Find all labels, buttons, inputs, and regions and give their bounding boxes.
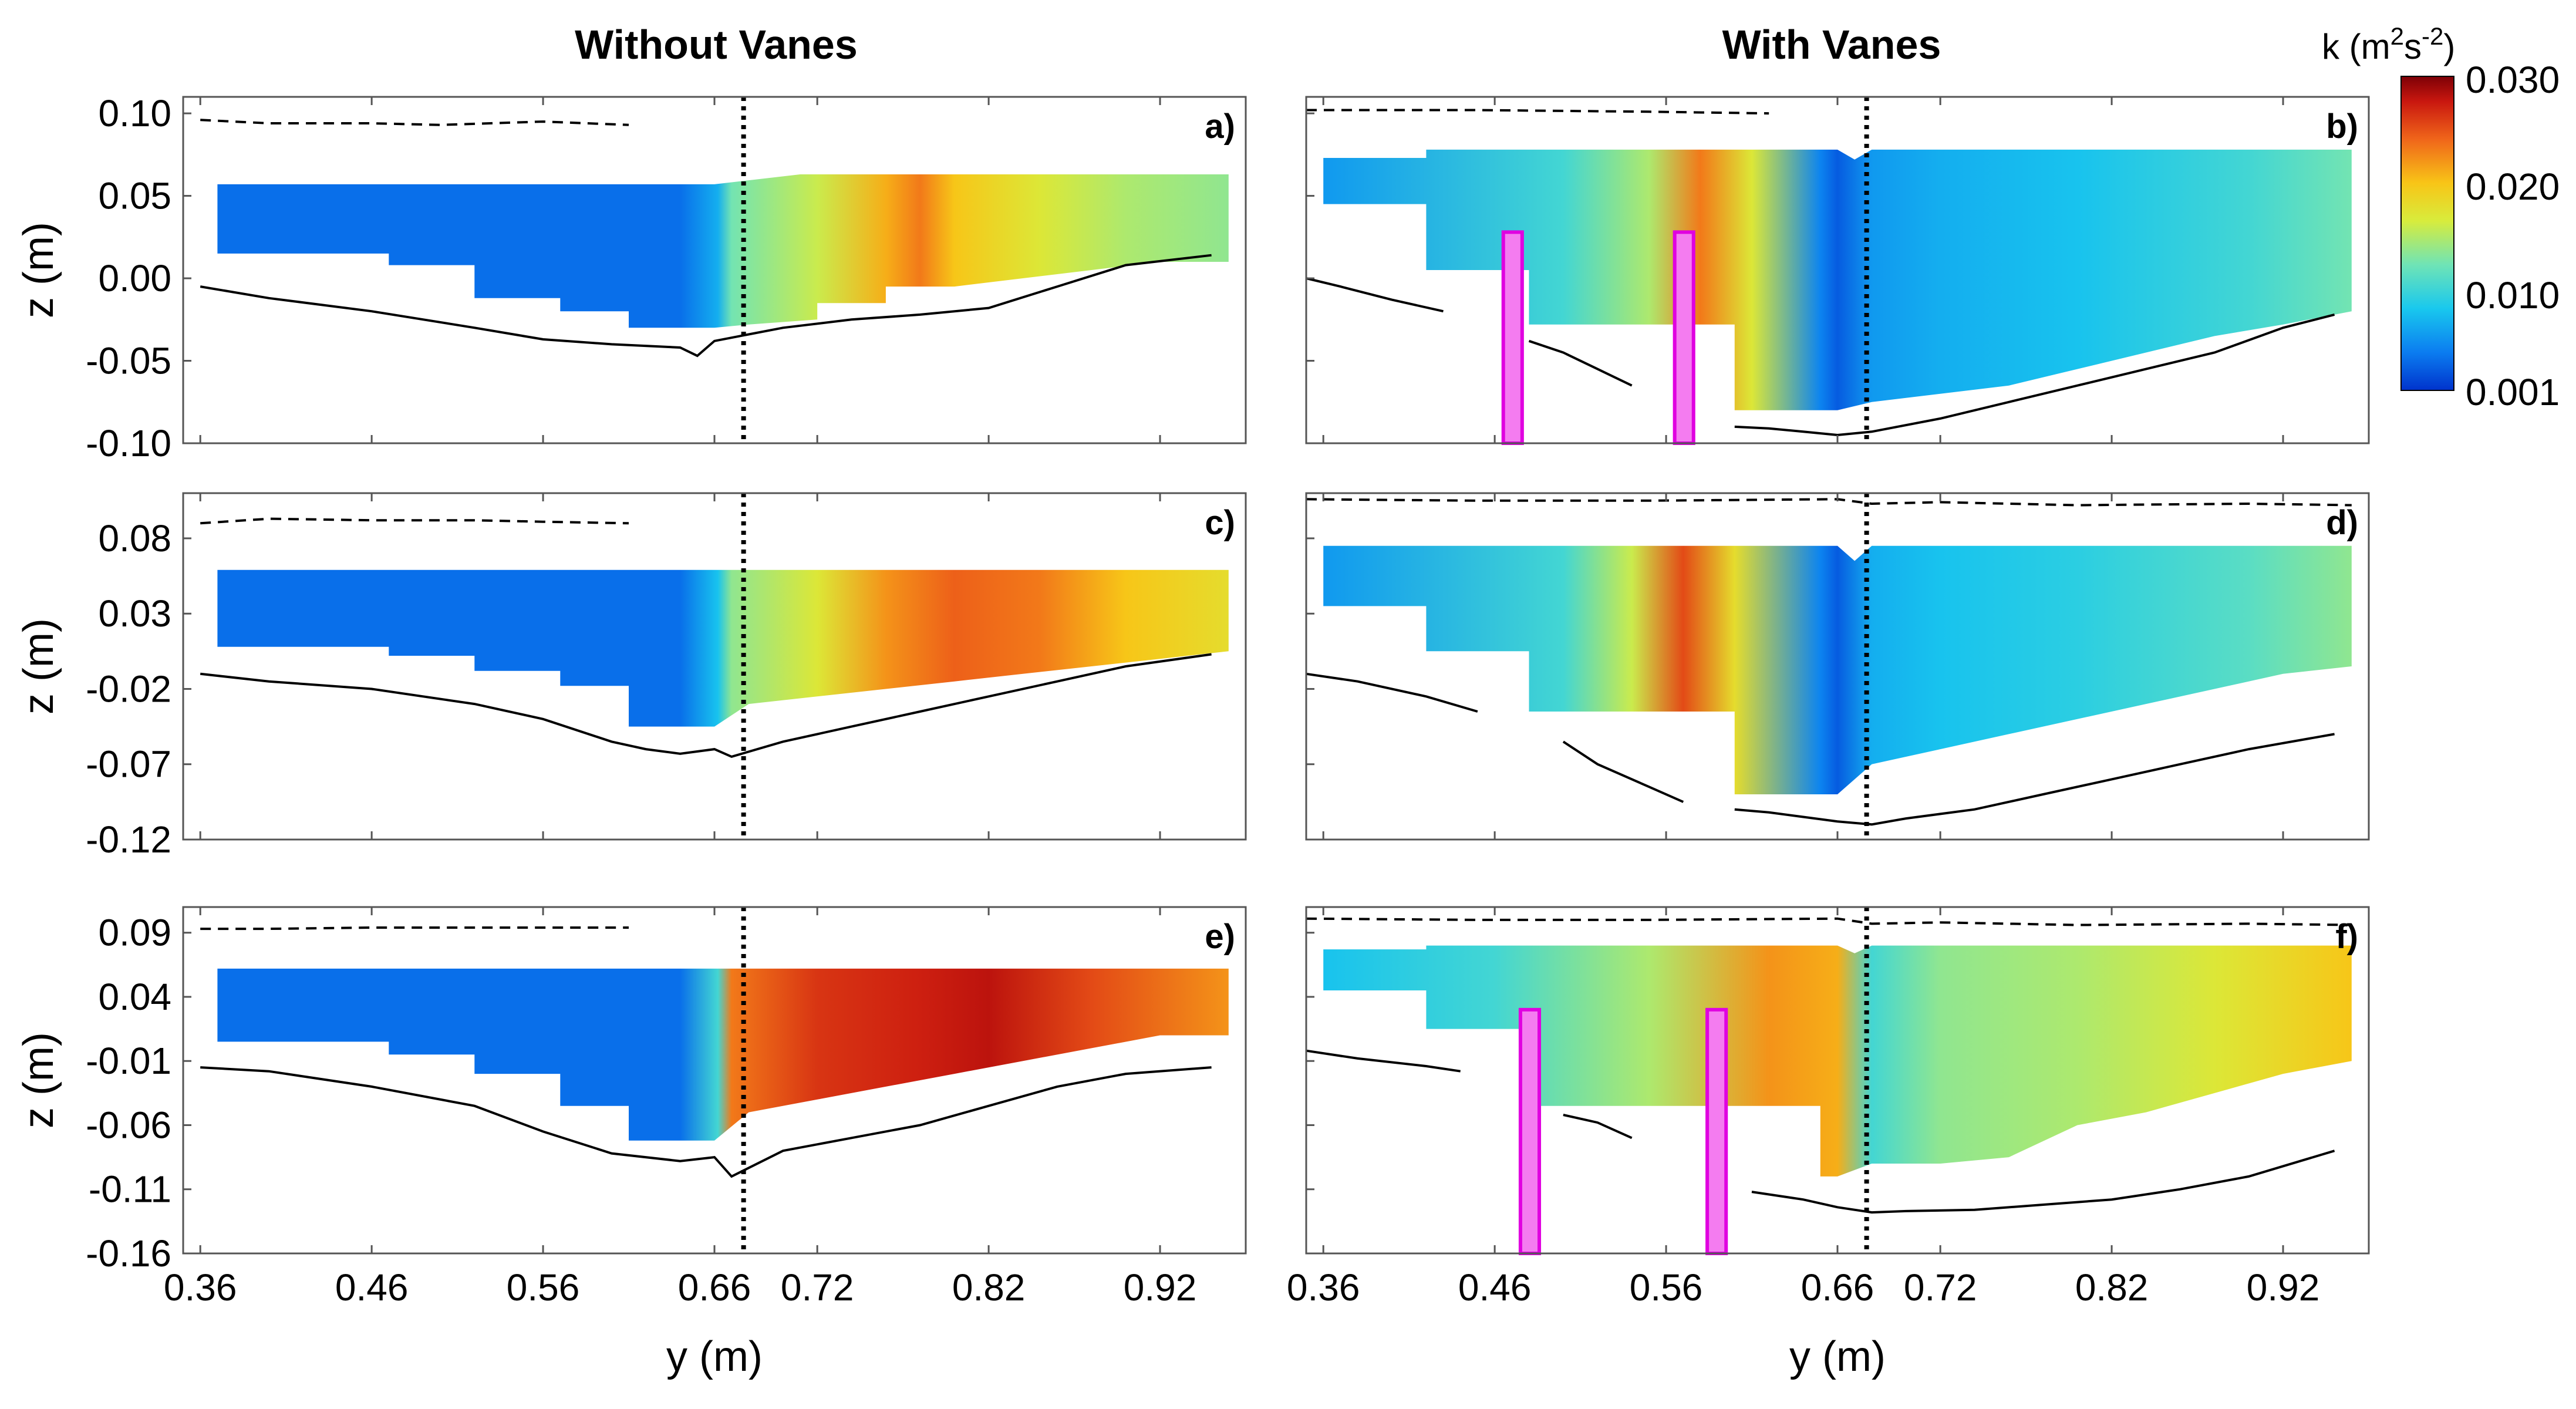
y-axis-label: z (m): [15, 222, 62, 318]
bed-profile-line: [1306, 672, 1478, 713]
x-tick-label: 0.66: [1801, 1266, 1874, 1309]
x-tick-label: 0.36: [1287, 1266, 1360, 1309]
water-surface-line: [200, 926, 629, 931]
y-tick-label: 0.03: [98, 592, 171, 635]
colorbar-tick-0: 0.030: [2466, 59, 2560, 101]
panel-a: 0.10 0.05 0.00 -0.05 -0.10 z (m) a): [15, 92, 1247, 464]
y-axis-label: z (m): [15, 618, 62, 714]
panel-letter: e): [1205, 918, 1235, 956]
water-surface-line: [200, 119, 629, 126]
bed-profile-line: [1562, 740, 1684, 803]
bed-profile-line: [200, 1066, 1212, 1178]
colorbar-tick-1: 0.020: [2466, 166, 2560, 208]
tke-field: [1323, 945, 2352, 1177]
panels: 0.10 0.05 0.00 -0.05 -0.10 z (m) a) b) 0.08 0.03 -…: [15, 92, 2370, 1380]
y-tick-label: 0.08: [98, 517, 171, 559]
water-surface-line: [1306, 917, 2352, 926]
vane-marker: [1501, 230, 1524, 445]
tke-field: [1323, 545, 2352, 794]
panel-f: 0.36 0.46 0.56 0.66 0.72 0.82 0.92 y (m) f): [1287, 906, 2370, 1380]
panel-letter: c): [1205, 504, 1235, 542]
tke-field: [217, 569, 1229, 727]
x-tick-label: 0.36: [164, 1266, 237, 1309]
y-tick-label: -0.16: [86, 1232, 171, 1275]
panel-letter: a): [1205, 107, 1235, 146]
colorbar: k (m2s-2) 0.030 0.020 0.010 0.001: [2322, 22, 2560, 413]
y-tick-label: 0.10: [98, 92, 171, 134]
vane-marker: [1673, 230, 1695, 445]
colorbar-label: k (m2s-2): [2322, 22, 2455, 66]
bed-profile-line: [1563, 1114, 1633, 1140]
y-tick-label: 0.04: [98, 976, 171, 1018]
y-tick-label: 0.05: [98, 175, 171, 217]
bed-profile-line: [200, 653, 1212, 759]
bed-profile-line: [1306, 1049, 1461, 1073]
vane-marker: [1705, 1007, 1728, 1255]
panel-c: 0.08 0.03 -0.02 -0.07 -0.12 z (m) c): [15, 492, 1247, 861]
tke-field: [1323, 149, 2352, 410]
panel-letter: b): [2326, 107, 2358, 146]
panel-letter: d): [2326, 504, 2358, 542]
x-tick-label: 0.82: [952, 1266, 1026, 1309]
x-tick-label: 0.72: [781, 1266, 854, 1309]
colorbar-tick-3: 0.001: [2466, 371, 2560, 413]
y-tick-label: 0.09: [98, 912, 171, 954]
tke-field: [217, 174, 1229, 328]
panel-letter: f): [2335, 918, 2358, 956]
panel-b: b): [1305, 96, 2370, 445]
panel-e: 0.36 0.46 0.56 0.66 0.72 0.82 0.92 0.09 0.04 -0.0…: [15, 906, 1247, 1380]
vane-marker: [1518, 1007, 1542, 1255]
bed-profile-line: [1734, 733, 2335, 826]
x-tick-label: 0.92: [1124, 1266, 1197, 1309]
bed-profile-line: [200, 254, 1212, 358]
x-tick-label: 0.56: [1630, 1266, 1703, 1309]
colorbar-tick-2: 0.010: [2466, 274, 2560, 316]
bed-profile-line: [1734, 313, 2335, 437]
y-tick-label: -0.06: [86, 1104, 171, 1146]
y-tick-label: -0.11: [89, 1168, 171, 1211]
x-axis-label: y (m): [1789, 1333, 1886, 1380]
bed-profile-line: [1306, 277, 1444, 313]
x-tick-label: 0.82: [2075, 1266, 2149, 1309]
y-axis-label: z (m): [15, 1032, 62, 1128]
x-tick-label: 0.56: [507, 1266, 580, 1309]
water-surface-line: [200, 517, 629, 525]
bed-profile-line: [1528, 339, 1633, 387]
panel-d: d): [1305, 492, 2370, 841]
y-tick-label: -0.01: [86, 1040, 171, 1082]
x-tick-label: 0.46: [1458, 1266, 1532, 1309]
water-surface-line: [1306, 109, 1769, 115]
y-tick-label: 0.00: [98, 257, 171, 299]
column-title-left: Without Vanes: [575, 22, 858, 68]
column-title-right: With Vanes: [1722, 22, 1941, 68]
x-tick-label: 0.46: [335, 1266, 409, 1309]
x-tick-label: 0.72: [1904, 1266, 1977, 1309]
x-tick-label: 0.66: [678, 1266, 751, 1309]
x-tick-label: 0.92: [2247, 1266, 2320, 1309]
x-axis-label: y (m): [666, 1333, 763, 1380]
y-tick-label: -0.10: [86, 422, 171, 464]
y-tick-label: -0.02: [86, 668, 171, 710]
y-tick-label: -0.07: [86, 743, 171, 786]
tke-field: [217, 968, 1229, 1141]
water-surface-line: [1306, 498, 2352, 507]
y-tick-label: -0.05: [86, 340, 171, 382]
colorbar-gradient: [2400, 76, 2454, 391]
bed-profile-line: [1751, 1150, 2335, 1214]
y-tick-label: -0.12: [86, 818, 171, 861]
